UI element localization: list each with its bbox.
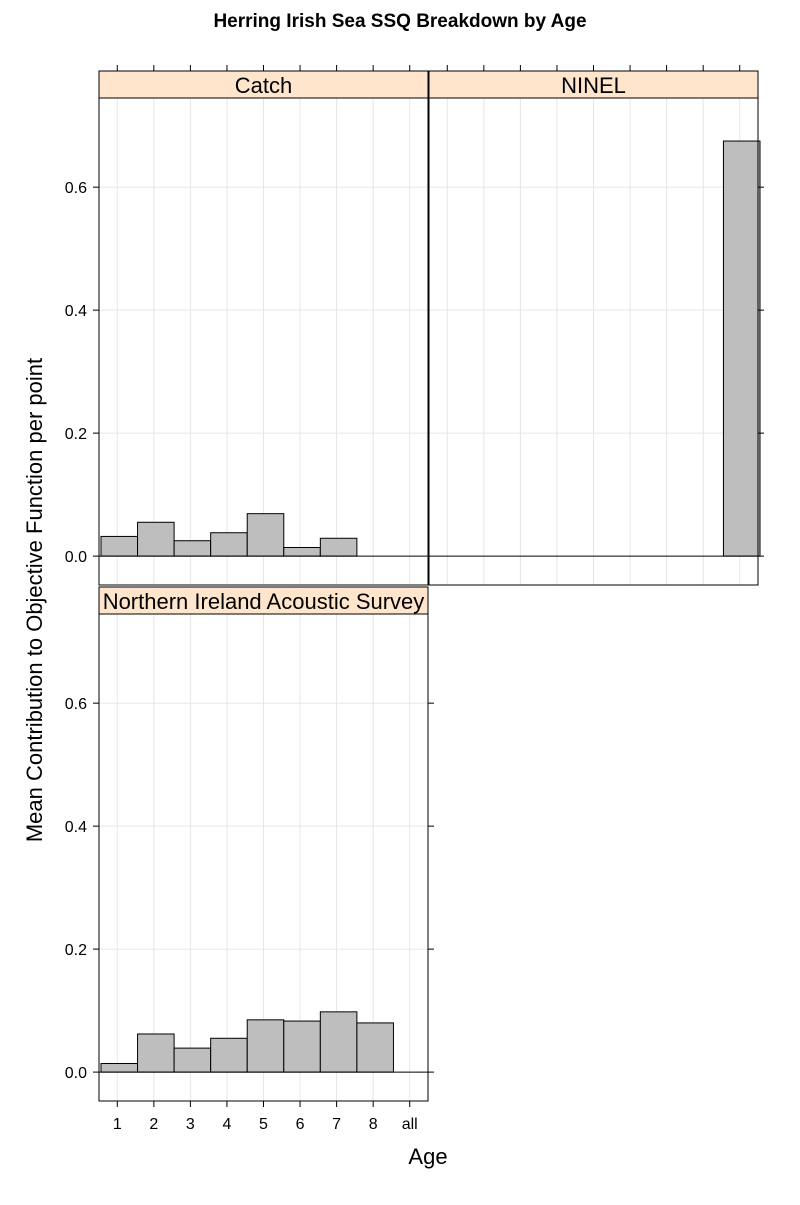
y-tick-label: 0.6	[65, 180, 87, 197]
panel-3: Northern Ireland Acoustic Survey 0.0 0.2 0.…	[65, 586, 434, 1133]
bar-6	[283, 546, 321, 557]
panel-1: Catch 0.0 0.2 0.4 0.6	[65, 65, 429, 586]
bar-4	[210, 1037, 248, 1073]
bar-1	[100, 1062, 139, 1073]
y-tick-label: 0.0	[65, 1065, 87, 1082]
strip-background	[98, 70, 429, 99]
bar-2	[137, 1033, 175, 1073]
x-tick-label: all	[402, 1116, 418, 1133]
x-tick-label: 4	[222, 1116, 231, 1133]
x-tick-label: 6	[296, 1116, 305, 1133]
panel-border	[98, 97, 429, 586]
strip-background	[428, 70, 759, 99]
panels-layer: Catch 0.0 0.2 0.4 0.6 NINEL Northern Ireland A…	[65, 65, 764, 1133]
y-tick-label: 0.4	[65, 303, 87, 320]
x-axis-label: Age	[408, 1144, 447, 1169]
x-tick-label: 5	[259, 1116, 268, 1133]
y-tick-label: 0.0	[65, 549, 87, 566]
bar-7	[319, 1011, 358, 1073]
bar-all	[722, 140, 761, 557]
bar-8	[356, 1022, 394, 1073]
panel-border	[428, 97, 759, 586]
y-axis-label: Mean Contribution to Objective Function …	[22, 358, 47, 842]
strip-label: Catch	[235, 73, 292, 98]
panel-2: NINEL	[428, 65, 764, 586]
bar-2	[137, 521, 175, 557]
x-tick-label: 1	[113, 1116, 122, 1133]
bar-6	[283, 1020, 321, 1073]
x-tick-label: 7	[332, 1116, 341, 1133]
bar-4	[210, 532, 248, 557]
strip-background	[98, 586, 429, 615]
bar-3	[173, 1047, 212, 1073]
x-tick-label: 2	[149, 1116, 158, 1133]
y-tick-label: 0.4	[65, 819, 87, 836]
strip-label: Northern Ireland Acoustic Survey	[103, 589, 425, 614]
bar-5	[246, 1019, 285, 1073]
y-tick-label: 0.2	[65, 942, 87, 959]
bar-3	[173, 540, 212, 557]
bar-7	[319, 537, 358, 557]
strip-label: NINEL	[561, 73, 626, 98]
chart-title: Herring Irish Sea SSQ Breakdown by Age	[213, 11, 586, 32]
y-tick-label: 0.6	[65, 696, 87, 713]
bar-1	[100, 535, 139, 557]
y-tick-label: 0.2	[65, 426, 87, 443]
bar-5	[246, 513, 285, 557]
x-tick-label: 8	[369, 1116, 378, 1133]
x-tick-label: 3	[186, 1116, 195, 1133]
